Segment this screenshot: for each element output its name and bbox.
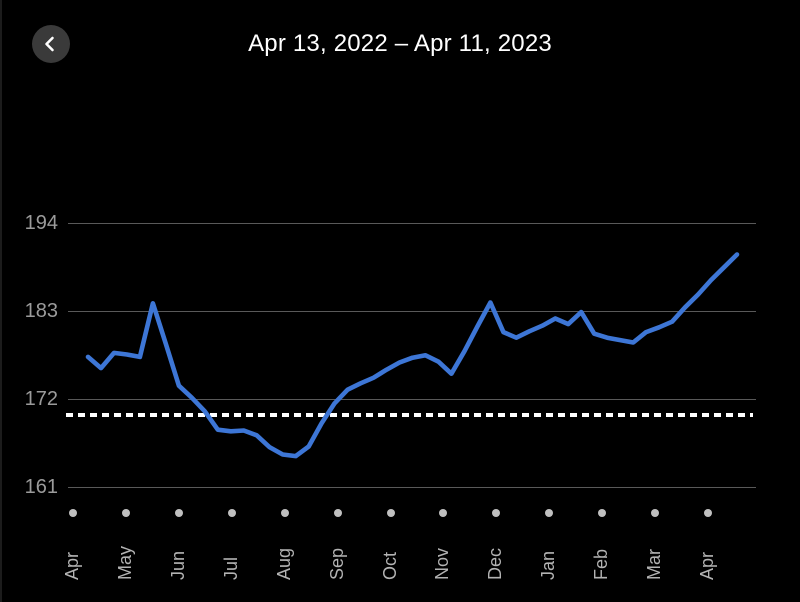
month-dot xyxy=(174,509,183,517)
page-title: Apr 13, 2022 – Apr 11, 2023 xyxy=(248,30,552,57)
goal-dotted-line xyxy=(66,412,753,417)
month-label-may-1: May xyxy=(114,545,135,580)
month-dot xyxy=(598,509,607,517)
month-label-apr-0: Apr xyxy=(62,551,82,580)
month-dot xyxy=(439,509,448,517)
month-dot xyxy=(545,509,554,517)
month-label-apr-12: Apr xyxy=(697,551,718,580)
month-label-aug-4: Aug xyxy=(273,547,294,580)
month-dot xyxy=(280,509,289,517)
trend-line xyxy=(85,252,740,459)
left-edge-strip xyxy=(0,0,2,602)
month-label-jul-3: Jul xyxy=(220,556,241,580)
y-tick-label-183: 183 xyxy=(24,299,58,322)
y-tick-label-161: 161 xyxy=(24,475,58,498)
month-dot xyxy=(121,509,130,517)
month-label-jun-2: Jun xyxy=(167,550,188,580)
gridline-172 xyxy=(68,398,756,400)
chevron-left-icon xyxy=(40,33,62,55)
month-label-oct-6: Oct xyxy=(379,551,400,580)
month-dot xyxy=(651,509,660,517)
month-dot xyxy=(227,509,236,517)
month-label-sep-5: Sep xyxy=(326,547,347,580)
month-label-jan-9: Jan xyxy=(538,550,559,580)
month-label-nov-7: Nov xyxy=(432,547,453,580)
month-label-dec-8: Dec xyxy=(485,547,506,580)
y-tick-label-172: 172 xyxy=(24,387,58,410)
gridline-183 xyxy=(68,310,756,312)
month-label-mar-11: Mar xyxy=(644,549,665,580)
gridline-194 xyxy=(68,222,756,224)
month-dot xyxy=(333,509,342,517)
back-button[interactable] xyxy=(32,25,70,63)
month-label-feb-10: Feb xyxy=(591,548,612,580)
gridline-161 xyxy=(68,486,756,488)
y-tick-label-194: 194 xyxy=(24,211,58,234)
month-dot xyxy=(704,509,713,517)
month-dot xyxy=(69,509,77,517)
month-dot xyxy=(492,509,501,517)
month-dot xyxy=(386,509,395,517)
